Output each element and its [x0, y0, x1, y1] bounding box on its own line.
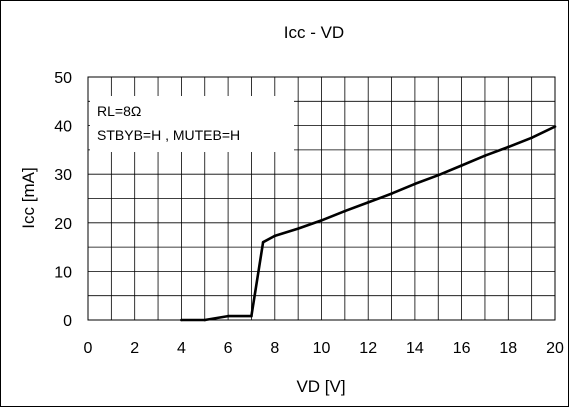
data-point [226, 314, 230, 318]
data-point [296, 227, 300, 230]
data-point [507, 145, 510, 149]
x-tick-label: 20 [546, 340, 564, 357]
data-point [413, 182, 417, 186]
series-line-icc [181, 125, 556, 322]
y-tick-label: 30 [54, 167, 72, 184]
tick-labels: 0 2 4 6 8 10 12 14 16 18 20 0 10 20 30 40 50 [54, 70, 564, 357]
data-point [366, 201, 370, 204]
y-tick-label: 20 [54, 216, 72, 233]
y-tick-label: 0 [63, 313, 72, 330]
data-point [343, 209, 347, 213]
annotation-conditions: STBYB=H , MUTEB=H [97, 127, 240, 143]
data-point [273, 234, 277, 238]
x-tick-label: 14 [406, 340, 424, 357]
x-tick-label: 10 [313, 340, 331, 357]
data-point [250, 314, 253, 318]
x-tick-label: 16 [453, 340, 471, 357]
x-tick-label: 2 [130, 340, 139, 357]
plot-frame [87, 76, 556, 321]
x-tick-label: 8 [270, 340, 279, 357]
annotation-background [90, 96, 294, 152]
series-layer [180, 125, 557, 322]
x-tick-label: 4 [177, 340, 186, 357]
data-point [390, 192, 393, 195]
data-point [530, 136, 533, 140]
data-point [436, 173, 440, 177]
data-point [180, 318, 183, 322]
y-axis-title: Icc [mA] [19, 167, 38, 228]
data-point [460, 164, 463, 167]
y-tick-label: 40 [54, 119, 72, 136]
y-tick-label: 10 [54, 264, 72, 281]
chart-title: Icc - VD [284, 23, 344, 42]
data-point [261, 240, 265, 244]
x-tick-label: 18 [499, 340, 517, 357]
data-point [320, 219, 323, 222]
data-point [553, 125, 557, 128]
x-tick-label: 0 [84, 340, 93, 357]
data-point [483, 154, 487, 158]
x-axis-title: VD [V] [296, 377, 345, 396]
x-tick-label: 12 [359, 340, 377, 357]
data-point [203, 318, 207, 322]
annotation-box: RL=8Ω STBYB=H , MUTEB=H [90, 96, 294, 152]
annotation-load: RL=8Ω [97, 103, 141, 119]
y-tick-label: 50 [54, 70, 72, 87]
x-tick-label: 6 [224, 340, 233, 357]
